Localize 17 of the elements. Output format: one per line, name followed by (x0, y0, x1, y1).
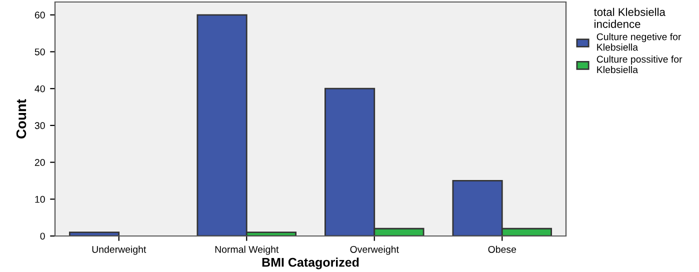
x-axis-title: BMI Catagorized (262, 258, 359, 270)
x-tick-label: Normal Weight (215, 246, 279, 255)
x-tick-label: Obese (488, 246, 516, 253)
y-tick-label: 60 (34, 12, 45, 19)
legend-label: Culture negetive for Klebsiella (596, 33, 682, 51)
y-tick-label: 10 (35, 196, 45, 203)
y-tick-label: 20 (34, 159, 45, 166)
legend-title: total Klebsiella incidence (594, 8, 666, 28)
x-tick-label: Overweight (350, 246, 399, 255)
x-tick-label: Underweight (92, 246, 146, 255)
y-axis-title: Count (16, 99, 26, 138)
y-tick-label: 30 (34, 122, 45, 130)
y-tick-label: 0 (40, 232, 45, 240)
legend-label: Culture possitive for Klebsiella (596, 56, 682, 74)
y-tick-label: 40 (34, 85, 45, 92)
y-tick-label: 50 (34, 48, 45, 56)
bar (68, 232, 120, 236)
